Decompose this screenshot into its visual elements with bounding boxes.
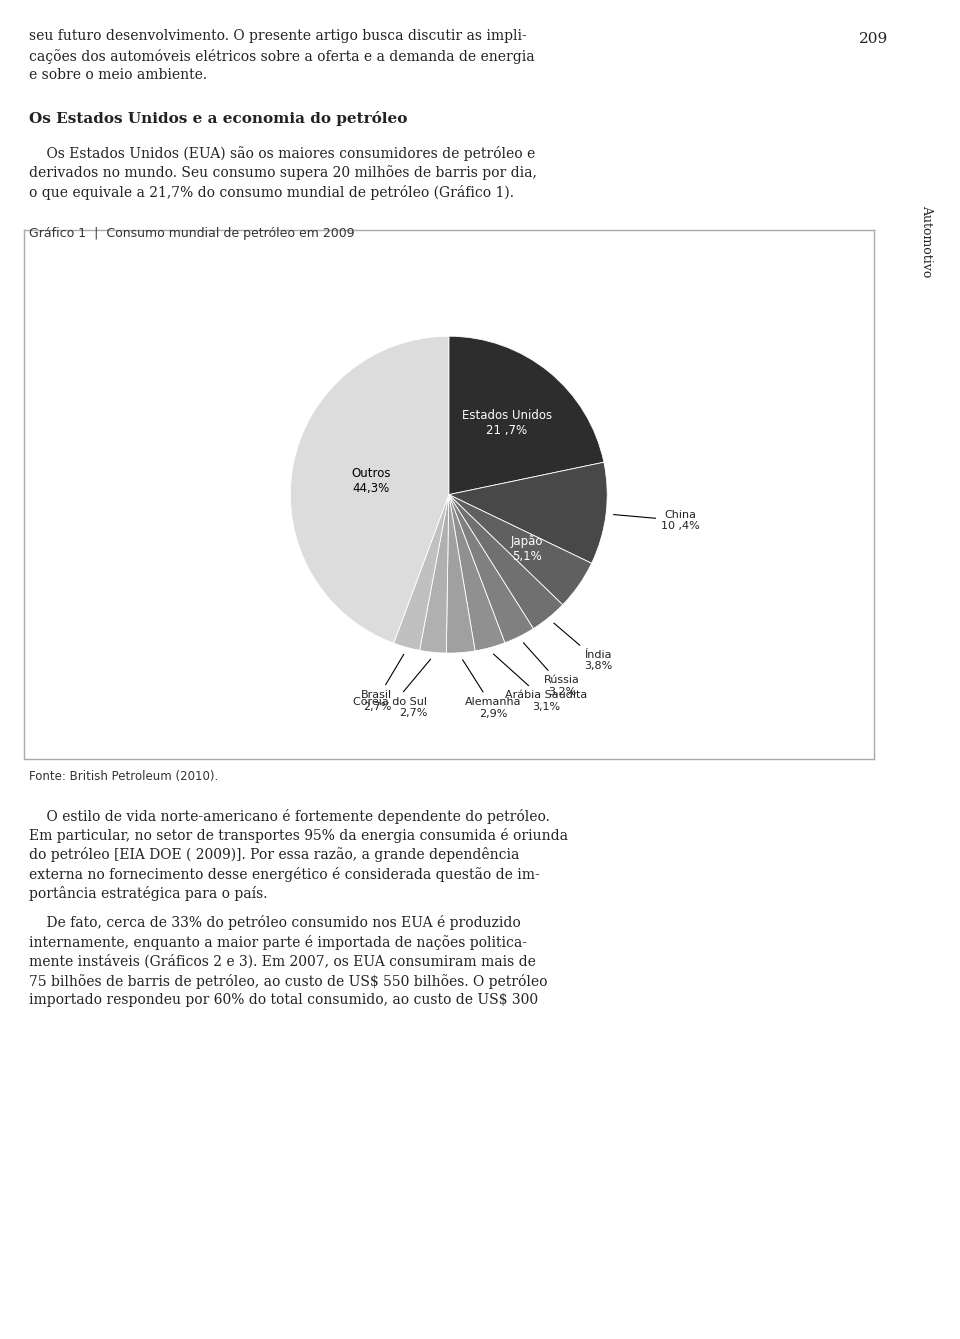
Text: 209: 209 bbox=[859, 32, 888, 46]
Text: Os Estados Unidos e a economia do petróleo: Os Estados Unidos e a economia do petról… bbox=[29, 111, 407, 126]
Text: derivados no mundo. Seu consumo supera 20 milhões de barris por dia,: derivados no mundo. Seu consumo supera 2… bbox=[29, 165, 537, 181]
Wedge shape bbox=[290, 336, 449, 643]
Text: Rússia
3,2%: Rússia 3,2% bbox=[523, 643, 580, 696]
Wedge shape bbox=[449, 494, 591, 605]
Text: Índia
3,8%: Índia 3,8% bbox=[554, 623, 612, 671]
Text: Alemanha
2,9%: Alemanha 2,9% bbox=[463, 660, 521, 719]
Text: seu futuro desenvolvimento. O presente artigo busca discutir as impli-: seu futuro desenvolvimento. O presente a… bbox=[29, 29, 526, 43]
Text: O estilo de vida norte-americano é fortemente dependente do petróleo.: O estilo de vida norte-americano é forte… bbox=[29, 809, 550, 823]
Text: importado respondeu por 60% do total consumido, ao custo de US$ 300: importado respondeu por 60% do total con… bbox=[29, 994, 538, 1007]
Text: Fonte: British Petroleum (2010).: Fonte: British Petroleum (2010). bbox=[29, 770, 218, 783]
Text: Outros
44,3%: Outros 44,3% bbox=[351, 466, 391, 494]
Text: 75 bilhões de barris de petróleo, ao custo de US$ 550 bilhões. O petróleo: 75 bilhões de barris de petróleo, ao cus… bbox=[29, 973, 547, 988]
Text: internamente, enquanto a maior parte é importada de nações politica-: internamente, enquanto a maior parte é i… bbox=[29, 935, 527, 949]
Text: portância estratégica para o país.: portância estratégica para o país. bbox=[29, 886, 267, 901]
Text: Gráfico 1  |  Consumo mundial de petróleo em 2009: Gráfico 1 | Consumo mundial de petróleo … bbox=[29, 228, 354, 241]
Text: Japão
5,1%: Japão 5,1% bbox=[511, 536, 543, 562]
Text: Automotivo: Automotivo bbox=[920, 205, 933, 277]
Text: Arábia Saudita
3,1%: Arábia Saudita 3,1% bbox=[493, 653, 587, 712]
Wedge shape bbox=[448, 336, 604, 494]
Wedge shape bbox=[420, 494, 449, 653]
Wedge shape bbox=[449, 494, 505, 651]
Text: externa no fornecimento desse energético é considerada questão de im-: externa no fornecimento desse energético… bbox=[29, 866, 540, 882]
Wedge shape bbox=[449, 462, 608, 564]
Text: o que equivale a 21,7% do consumo mundial de petróleo (Gráfico 1).: o que equivale a 21,7% do consumo mundia… bbox=[29, 185, 514, 200]
Text: Brasil
2,7%: Brasil 2,7% bbox=[361, 655, 404, 711]
Text: do petróleo [EIA DOE ( 2009)]. Por essa razão, a grande dependência: do petróleo [EIA DOE ( 2009)]. Por essa … bbox=[29, 848, 519, 862]
Text: e sobre o meio ambiente.: e sobre o meio ambiente. bbox=[29, 68, 207, 82]
Wedge shape bbox=[449, 494, 534, 643]
Text: cações dos automóveis elétricos sobre a oferta e a demanda de energia: cações dos automóveis elétricos sobre a … bbox=[29, 48, 535, 64]
Wedge shape bbox=[446, 494, 475, 653]
Text: China
10 ,4%: China 10 ,4% bbox=[613, 510, 700, 532]
Wedge shape bbox=[394, 494, 449, 651]
Text: Estados Unidos
21 ,7%: Estados Unidos 21 ,7% bbox=[462, 410, 552, 438]
Text: mente instáveis (Gráficos 2 e 3). Em 2007, os EUA consumiram mais de: mente instáveis (Gráficos 2 e 3). Em 200… bbox=[29, 955, 536, 968]
Text: De fato, cerca de 33% do petróleo consumido nos EUA é produzido: De fato, cerca de 33% do petróleo consum… bbox=[29, 916, 520, 931]
Wedge shape bbox=[449, 494, 563, 628]
Text: Coreia do Sul
2,7%: Coreia do Sul 2,7% bbox=[353, 659, 431, 718]
Text: Em particular, no setor de transportes 95% da energia consumida é oriunda: Em particular, no setor de transportes 9… bbox=[29, 828, 567, 844]
Text: Os Estados Unidos (EUA) são os maiores consumidores de petróleo e: Os Estados Unidos (EUA) são os maiores c… bbox=[29, 146, 535, 161]
